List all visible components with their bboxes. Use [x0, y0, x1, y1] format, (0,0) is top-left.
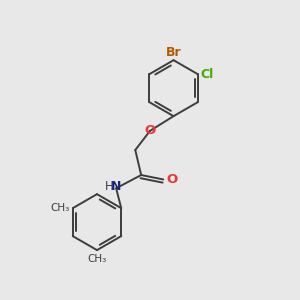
Text: CH₃: CH₃: [87, 254, 106, 264]
Text: O: O: [167, 173, 178, 186]
Text: Cl: Cl: [200, 68, 213, 81]
Text: CH₃: CH₃: [50, 203, 69, 213]
Text: O: O: [144, 124, 156, 137]
Text: N: N: [111, 180, 121, 193]
Text: Br: Br: [166, 46, 182, 59]
Text: H: H: [104, 180, 113, 193]
